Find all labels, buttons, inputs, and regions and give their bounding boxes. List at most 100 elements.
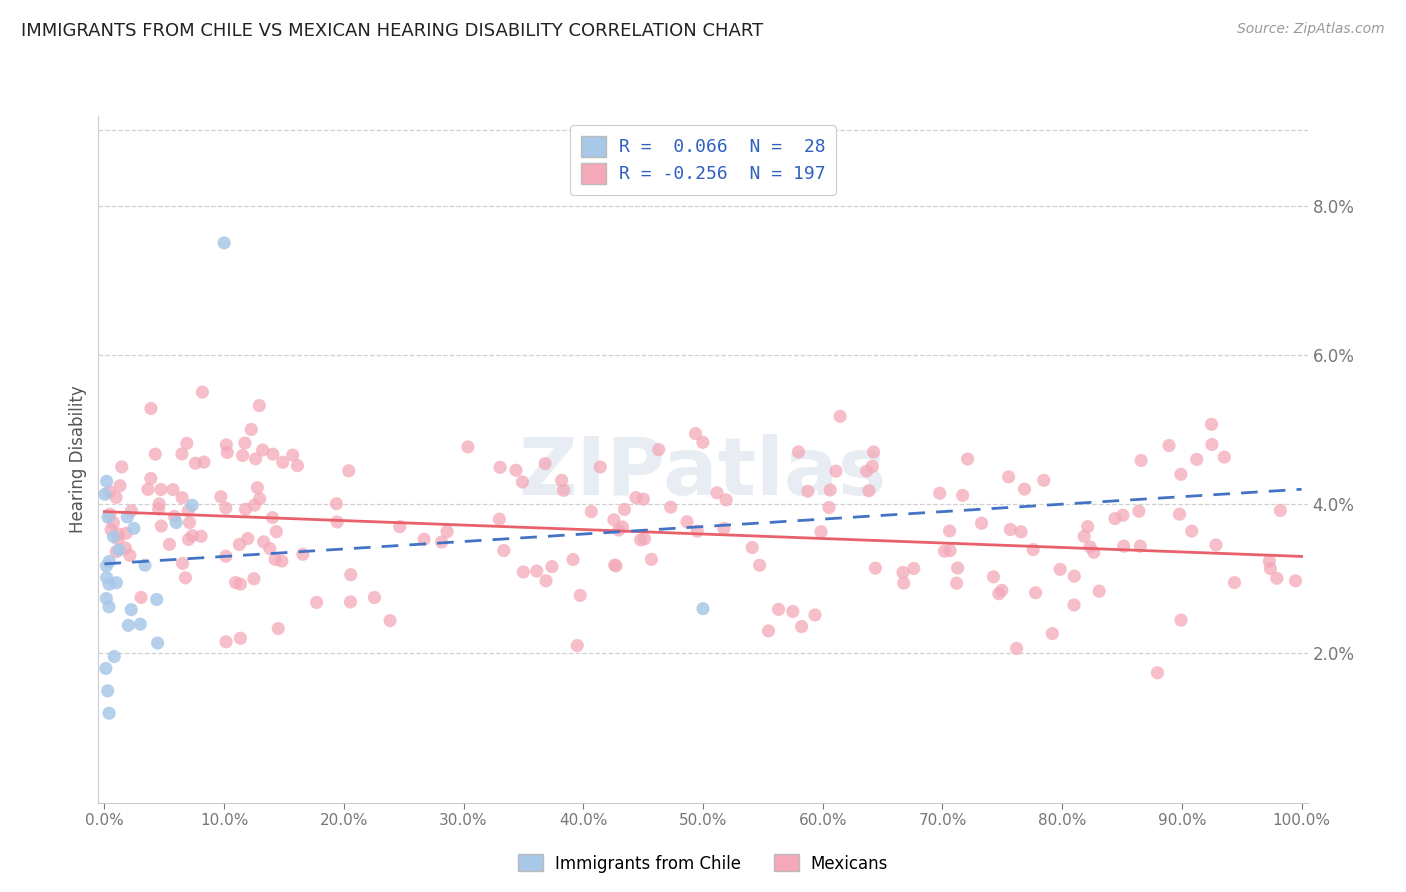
- Point: [1078, 540, 1101, 554]
- Point: [633, 532, 655, 546]
- Point: [243, 572, 266, 586]
- Point: [1010, 524, 1032, 539]
- Point: [526, 564, 548, 578]
- Point: [567, 639, 589, 653]
- Point: [605, 558, 627, 573]
- Point: [633, 492, 655, 507]
- Point: [706, 485, 728, 500]
- Point: [952, 488, 974, 502]
- Point: [174, 571, 197, 585]
- Point: [1063, 569, 1085, 583]
- Text: ZIPatlas: ZIPatlas: [519, 434, 887, 512]
- Point: [172, 557, 194, 571]
- Point: [98, 554, 121, 568]
- Point: [105, 491, 128, 505]
- Point: [534, 457, 557, 471]
- Point: [1130, 453, 1153, 467]
- Point: [98, 507, 121, 521]
- Point: [492, 543, 515, 558]
- Point: [212, 235, 235, 250]
- Point: [1270, 503, 1292, 517]
- Point: [388, 519, 411, 533]
- Point: [436, 524, 458, 539]
- Point: [215, 501, 238, 516]
- Point: [363, 591, 385, 605]
- Point: [165, 516, 187, 530]
- Point: [1112, 539, 1135, 553]
- Point: [1284, 574, 1306, 588]
- Point: [987, 587, 1010, 601]
- Point: [264, 552, 287, 566]
- Text: IMMIGRANTS FROM CHILE VS MEXICAN HEARING DISABILITY CORRELATION CHART: IMMIGRANTS FROM CHILE VS MEXICAN HEARING…: [21, 22, 763, 40]
- Point: [858, 483, 880, 498]
- Point: [229, 632, 252, 646]
- Point: [939, 543, 962, 558]
- Point: [569, 588, 592, 602]
- Point: [457, 440, 479, 454]
- Point: [1170, 467, 1192, 482]
- Point: [630, 533, 652, 547]
- Point: [253, 534, 276, 549]
- Point: [1040, 626, 1063, 640]
- Y-axis label: Hearing Disability: Hearing Disability: [69, 385, 87, 533]
- Point: [685, 426, 707, 441]
- Point: [252, 443, 274, 458]
- Point: [489, 460, 512, 475]
- Point: [624, 491, 647, 505]
- Point: [243, 498, 266, 512]
- Point: [120, 603, 142, 617]
- Point: [98, 484, 121, 499]
- Point: [172, 491, 194, 505]
- Point: [339, 595, 361, 609]
- Point: [1258, 554, 1281, 568]
- Point: [129, 591, 152, 605]
- Point: [790, 619, 813, 633]
- Point: [1005, 641, 1028, 656]
- Point: [1201, 437, 1223, 451]
- Point: [581, 505, 603, 519]
- Point: [541, 559, 564, 574]
- Point: [686, 524, 709, 539]
- Point: [613, 502, 636, 516]
- Point: [1073, 529, 1095, 543]
- Point: [1205, 538, 1227, 552]
- Point: [1258, 561, 1281, 575]
- Point: [217, 445, 239, 459]
- Point: [176, 436, 198, 450]
- Point: [1157, 439, 1180, 453]
- Point: [326, 515, 349, 529]
- Point: [181, 529, 204, 543]
- Point: [862, 445, 884, 459]
- Point: [991, 583, 1014, 598]
- Point: [177, 504, 200, 518]
- Point: [228, 537, 250, 551]
- Point: [97, 510, 120, 524]
- Point: [262, 510, 284, 524]
- Point: [1146, 665, 1168, 680]
- Point: [1168, 507, 1191, 521]
- Point: [146, 636, 169, 650]
- Point: [262, 447, 284, 461]
- Point: [830, 409, 852, 424]
- Point: [1014, 482, 1036, 496]
- Point: [928, 486, 950, 500]
- Point: [235, 502, 257, 516]
- Point: [603, 513, 626, 527]
- Point: [1265, 571, 1288, 585]
- Point: [148, 502, 170, 516]
- Point: [768, 602, 790, 616]
- Point: [339, 567, 361, 582]
- Point: [648, 442, 671, 457]
- Point: [1022, 542, 1045, 557]
- Point: [1088, 584, 1111, 599]
- Point: [229, 577, 252, 591]
- Point: [117, 509, 139, 524]
- Point: [247, 399, 270, 413]
- Point: [337, 464, 360, 478]
- Point: [945, 576, 967, 591]
- Point: [245, 451, 267, 466]
- Point: [714, 492, 737, 507]
- Point: [162, 483, 184, 497]
- Point: [139, 471, 162, 485]
- Point: [94, 487, 117, 501]
